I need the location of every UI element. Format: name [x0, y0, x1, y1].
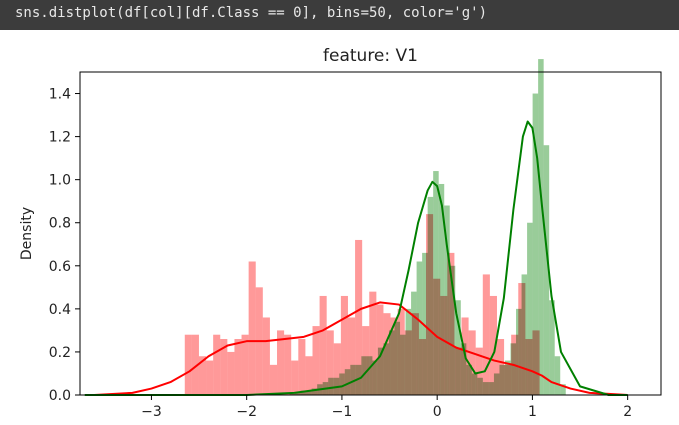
red-hist-bar [227, 351, 235, 395]
red-kde-line [94, 301, 628, 396]
green-hist-bar [377, 347, 384, 395]
green-hist-bar [449, 265, 456, 395]
code-cell-header: sns.distplot(df[col][df.Class == 0], bin… [0, 0, 679, 30]
green-kde-line [84, 120, 628, 396]
red-hist-bar [326, 330, 334, 395]
green-hist-bar [477, 377, 483, 395]
green-hist-bar [289, 393, 296, 395]
red-hist-bar [333, 343, 341, 395]
red-hist-bar [206, 360, 214, 395]
green-hist-bar [328, 377, 334, 395]
green-hist-bar [311, 388, 318, 395]
green-hist-bar [444, 205, 450, 395]
red-hist-bar [248, 261, 256, 395]
green-hist-bar [554, 356, 561, 395]
green-hist-bar [394, 321, 401, 395]
red-hist-bar [298, 339, 306, 395]
red-hist-bar [213, 334, 221, 395]
green-hist-bar [466, 364, 472, 395]
green-hist-bar [339, 373, 345, 395]
red-hist-bar [468, 330, 476, 395]
red-hist-bar [198, 356, 207, 395]
red-hist-bar [347, 317, 356, 395]
green-hist-bar [532, 93, 539, 396]
red-hist-bar [234, 339, 242, 395]
green-hist-bar [549, 300, 555, 395]
x-tick-label: −1 [332, 404, 353, 420]
red-hist-bar [369, 291, 377, 395]
green-hist-bar [482, 382, 489, 395]
red-hist-bar [262, 317, 270, 395]
green-hist-bar [499, 364, 505, 395]
red-hist-bar [305, 356, 313, 395]
green-hist-bar [427, 196, 434, 395]
green-hist-bar [383, 343, 389, 395]
green-hist-bar [488, 382, 494, 395]
green-hist-bar [504, 360, 511, 395]
green-hist-bar [460, 343, 467, 395]
green-hist-bar [493, 373, 500, 395]
red-hist-bar [241, 334, 249, 395]
chart-title: feature: V1 [323, 46, 418, 66]
x-tick-label: 1 [528, 404, 537, 420]
green-hist-bar [366, 356, 373, 395]
green-hist-bar [422, 252, 428, 395]
green-hist-bar [350, 364, 356, 395]
green-hist-bar [510, 343, 517, 395]
green-hist-bar [372, 360, 378, 395]
green-hist-bar [527, 222, 533, 395]
y-tick-label: 0.4 [49, 302, 71, 318]
green-hist-bar [388, 330, 395, 395]
y-tick-label: 0.6 [49, 259, 71, 275]
plot-frame [79, 71, 662, 396]
green-hist-bar [433, 171, 439, 395]
red-hist-bar [489, 295, 497, 395]
red-hist-bar [475, 347, 483, 395]
green-hist-bar [538, 59, 544, 396]
red-hist-bar [312, 326, 320, 395]
green-hist-bar [521, 274, 528, 395]
red-hist-bar [191, 334, 199, 395]
green-hist-bar [543, 145, 550, 395]
green-hist-bar [438, 183, 445, 395]
red-hist-bar [355, 239, 363, 395]
y-tick-label: 1.2 [49, 130, 71, 146]
y-axis-title: Density [19, 207, 35, 260]
green-hist-bar [344, 369, 351, 395]
red-hist-bar [269, 364, 278, 395]
red-hist-bar [340, 295, 348, 395]
red-hist-bar [319, 295, 327, 395]
red-hist-bar [482, 274, 490, 395]
x-tick-label: 2 [623, 404, 632, 420]
x-tick-label: −3 [141, 404, 162, 420]
code-line: sns.distplot(df[col][df.Class == 0], bin… [15, 5, 488, 21]
green-hist-bar [405, 308, 412, 395]
y-tick-label: 1.4 [49, 87, 71, 103]
green-hist-bar [295, 392, 301, 395]
y-tick-label: 0.2 [49, 345, 71, 361]
green-hist-bar [411, 291, 417, 395]
y-tick-label: 1.0 [49, 173, 71, 189]
y-tick-label: 0.8 [49, 216, 71, 232]
y-tick-label: 0.0 [49, 388, 71, 404]
axes: −3 −2 −1 0 1 2 0.0 0.2 0.4 0.6 0.8 1.0 1.2 1.4 [49, 71, 662, 420]
green-hist-bar [306, 390, 312, 395]
green-hist-bar [471, 373, 478, 395]
kde-curves [84, 120, 628, 396]
green-hist-bar [516, 308, 522, 395]
red-hist-bar [184, 334, 192, 395]
red-hist-bar [291, 360, 299, 395]
green-hist-bar [300, 390, 307, 395]
x-tick-label: 0 [433, 404, 442, 420]
green-hist-bar [400, 334, 406, 395]
red-hist-bar [220, 339, 228, 395]
green-hist-bar [560, 384, 566, 395]
histogram-bars [184, 59, 566, 396]
red-hist-bar [277, 330, 285, 395]
red-hist-bar [284, 334, 292, 395]
green-hist-bar [416, 261, 423, 395]
x-tick-label: −2 [236, 404, 257, 420]
